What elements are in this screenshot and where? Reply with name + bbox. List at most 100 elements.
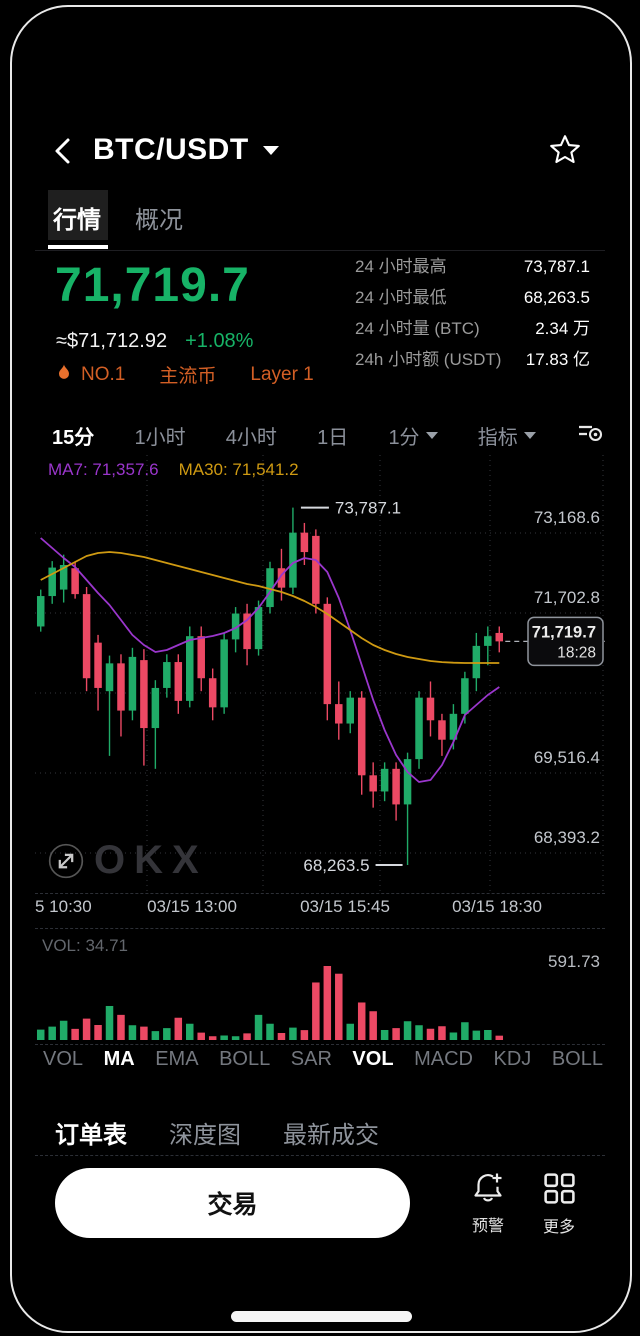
stats-block: 24 小时最高 73,787.1 24 小时最低 68,263.5 24 小时量 (BT… (355, 251, 590, 375)
bottom-tab-1[interactable]: 深度图 (169, 1122, 241, 1149)
ticker-tag: NO.1 (81, 363, 126, 385)
interval-label: 指标 (477, 426, 518, 449)
interval-label: 1分 (388, 426, 420, 449)
interval-1小时[interactable]: 1小时 (134, 421, 185, 450)
ma7-label: MA7: 71,357.6 (48, 460, 159, 479)
alert-button[interactable]: 预警 (459, 1172, 517, 1236)
indicator-tab-boll-8[interactable]: BOLL (551, 1048, 603, 1070)
caret-down-icon (523, 431, 536, 439)
y-axis-label: 73,168.6 (533, 508, 600, 527)
stat-value: 73,787.1 (523, 257, 590, 276)
usd-value: ≈$71,712.92 (56, 330, 168, 352)
stat-row: 24h 小时额 (USDT) 17.83 亿 (355, 344, 590, 375)
indicator-settings-icon (578, 425, 603, 442)
divider (35, 250, 605, 251)
expand-chart-button[interactable] (48, 843, 84, 879)
svg-text:18:28: 18:28 (557, 644, 596, 661)
ma30-label: MA30: 71,541.2 (178, 460, 299, 479)
interval-15分[interactable]: 15分 (52, 421, 94, 450)
y-axis-label: 71,702.8 (533, 588, 600, 607)
tab-highlight (48, 190, 108, 240)
interval-label: 1日 (317, 426, 349, 449)
top-tab-bar: 行情 概况 (53, 200, 183, 235)
bell-plus-icon (474, 1173, 502, 1202)
x-axis-label: 03/15 13:00 (147, 897, 237, 916)
y-axis-label: 69,516.4 (533, 748, 600, 767)
trade-button-label: 交易 (207, 1191, 258, 1219)
interval-label: 15分 (52, 426, 95, 449)
bottom-tab-0[interactable]: 订单表 (55, 1122, 127, 1149)
chart-settings-button[interactable] (576, 420, 604, 450)
pair-selector[interactable]: BTC/USDT (93, 133, 279, 167)
stat-row: 24 小时最高 73,787.1 (355, 251, 590, 282)
page-title: BTC/USDT (93, 133, 249, 166)
interval-bar: 15分 1小时 4小时 1日 1分 指标 (52, 420, 604, 450)
svg-text:73,787.1: 73,787.1 (335, 499, 401, 518)
stat-value: 2.34 万 (535, 319, 590, 338)
okx-logo: OKX (94, 838, 208, 882)
expand-arrows-icon (48, 843, 84, 878)
indicator-tab-vol-5[interactable]: VOL (352, 1048, 394, 1070)
bottom-tab-2[interactable]: 最新成交 (283, 1122, 379, 1149)
volume-chart[interactable] (35, 936, 605, 1042)
more-button[interactable]: 更多 (530, 1173, 588, 1237)
tab-underline (48, 245, 108, 249)
stat-label: 24h 小时额 (USDT) (355, 350, 502, 369)
interval-label: 1小时 (134, 426, 186, 449)
star-icon (550, 135, 580, 164)
orderbook-tab-bar: 订单表 深度图 最新成交 (55, 1115, 421, 1150)
interval-1分[interactable]: 1分 (388, 421, 438, 450)
interval-4小时[interactable]: 4小时 (226, 421, 277, 450)
stat-label: 24 小时最高 (355, 257, 447, 276)
indicator-tab-kdj-7[interactable]: KDJ (493, 1048, 532, 1070)
alert-label: 预警 (471, 1218, 504, 1235)
indicator-tab-ema-2[interactable]: EMA (155, 1048, 199, 1070)
stat-label: 24 小时最低 (355, 288, 447, 307)
divider (35, 1044, 605, 1045)
chevron-left-icon (55, 138, 70, 164)
volume-label: VOL: 34.71 (42, 936, 129, 955)
stat-row: 24 小时最低 68,263.5 (355, 282, 590, 313)
candlestick-chart[interactable]: 73,787.1 68,263.5 71,719.7 18:28 (35, 455, 605, 895)
stat-value: 17.83 亿 (525, 350, 590, 369)
indicator-tab-ma-1[interactable]: MA (103, 1048, 135, 1070)
favorite-button[interactable] (548, 133, 582, 172)
last-price: 71,719.7 (55, 259, 250, 312)
indicator-tab-vol-0[interactable]: VOL (43, 1048, 84, 1070)
stat-row: 24 小时量 (BTC) 2.34 万 (355, 313, 590, 344)
home-indicator (231, 1311, 412, 1322)
flame-icon (59, 364, 69, 379)
interval-label: 4小时 (225, 426, 277, 449)
caret-down-icon (262, 145, 279, 155)
svg-text:68,263.5: 68,263.5 (303, 856, 369, 875)
change-percent: +1.08% (185, 330, 254, 352)
indicator-tab-boll-3[interactable]: BOLL (219, 1048, 271, 1070)
x-axis-label: 5 10:30 (35, 897, 92, 916)
divider (35, 893, 605, 894)
volume-axis-max: 591.73 (548, 952, 600, 971)
price-sub-row: ≈$71,712.92 +1.08% (56, 330, 253, 353)
ticker-tag: 主流币 (159, 366, 217, 387)
interval-1日[interactable]: 1日 (317, 421, 348, 450)
tag-row: NO.1 主流币 Layer 1 (56, 361, 314, 388)
ticker-tag: Layer 1 (250, 363, 314, 385)
tab-1[interactable]: 概况 (135, 207, 183, 234)
x-axis-label: 03/15 18:30 (452, 897, 542, 916)
y-axis-label: 68,393.2 (533, 828, 600, 847)
indicator-tab-macd-6[interactable]: MACD (414, 1048, 473, 1070)
svg-text:71,719.7: 71,719.7 (532, 623, 596, 641)
back-button[interactable] (52, 136, 74, 171)
indicator-tab-bar: VOL MA EMA BOLL SAR VOL MACD KDJ BOLL (43, 1048, 603, 1071)
interval-指标[interactable]: 指标 (478, 421, 536, 450)
ma-labels: MA7: 71,357.6 MA30: 71,541.2 (48, 460, 299, 480)
stat-value: 68,263.5 (523, 288, 590, 307)
grid-icon (543, 1173, 575, 1204)
more-label: 更多 (542, 1219, 575, 1236)
divider (35, 1155, 605, 1156)
stat-label: 24 小时量 (BTC) (355, 319, 480, 338)
trade-button[interactable]: 交易 (55, 1168, 410, 1238)
indicator-tab-sar-4[interactable]: SAR (290, 1048, 332, 1070)
divider (35, 928, 605, 929)
tab-0[interactable]: 行情 (53, 207, 101, 234)
